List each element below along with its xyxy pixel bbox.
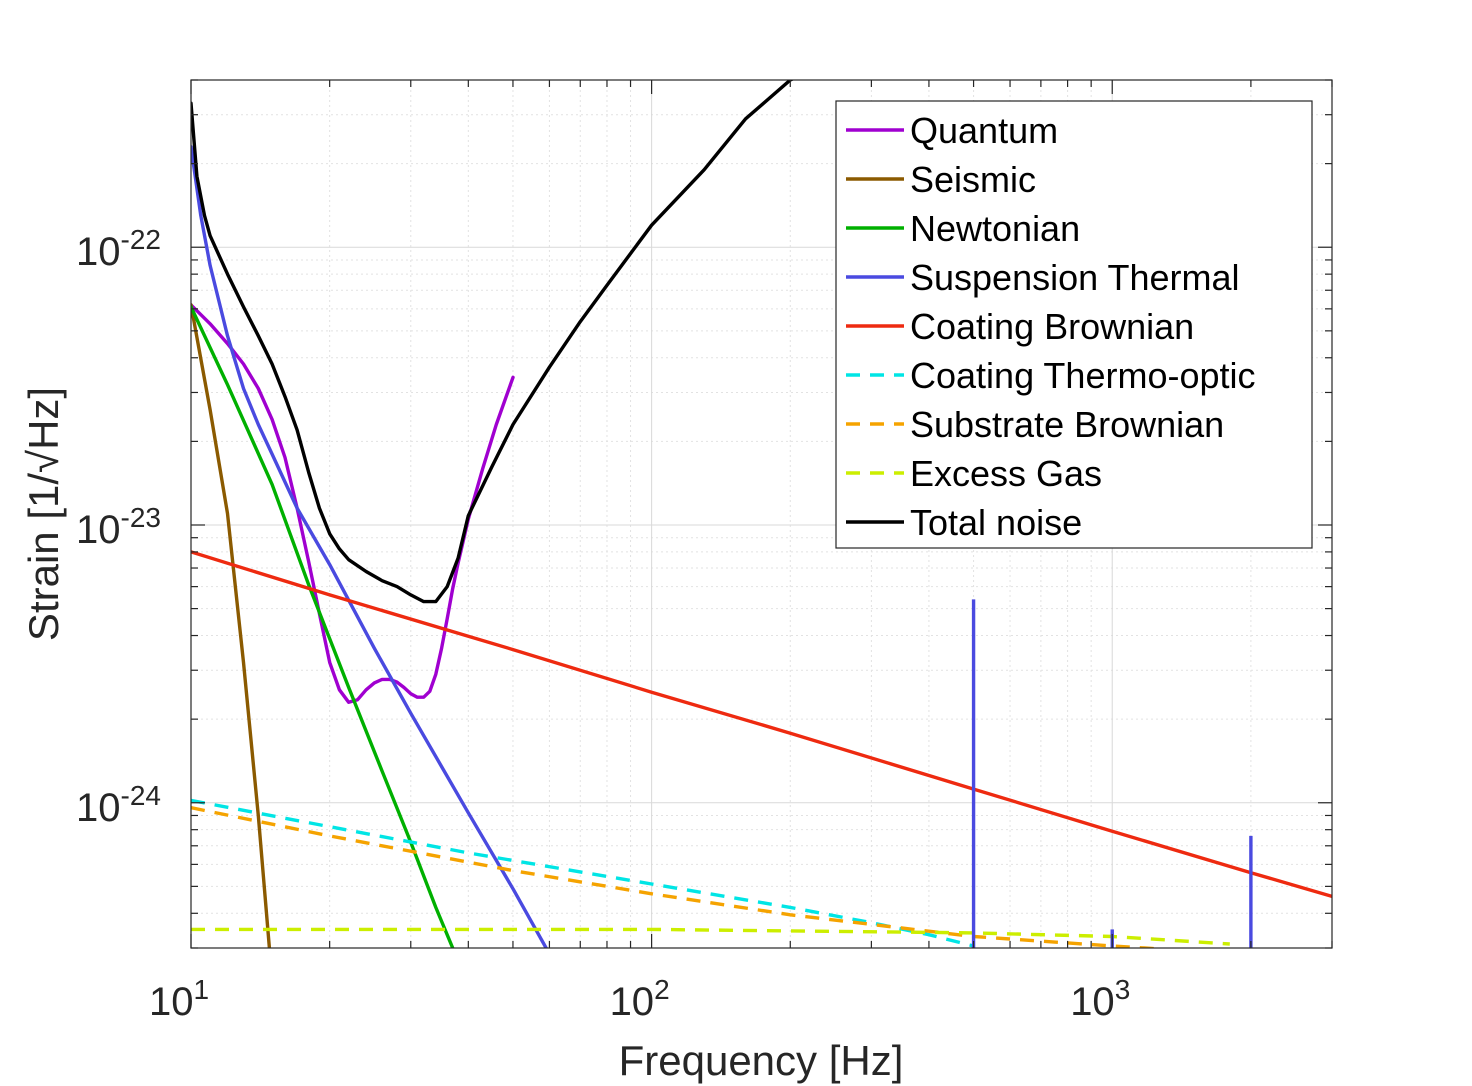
plot-frame <box>190 79 1333 949</box>
y-tick-label: 10-24 <box>76 780 161 830</box>
series-line-quantum <box>191 303 515 704</box>
legend-label-total-noise: Total noise <box>910 502 1082 543</box>
series-line-suspension-thermal <box>191 145 548 948</box>
x-tick-labels: 101 102 103 <box>149 974 1130 1024</box>
x-tick-label: 103 <box>1070 974 1130 1024</box>
series-layer <box>191 80 1332 948</box>
legend-label-quantum: Quantum <box>910 110 1058 151</box>
legend-label-coating-brownian: Coating Brownian <box>910 306 1194 347</box>
series-line-coating-brownian <box>191 550 1332 899</box>
legend-label-coating-thermo-optic: Coating Thermo-optic <box>910 355 1256 396</box>
x-tick-label: 101 <box>149 974 209 1024</box>
legend-label-newtonian: Newtonian <box>910 208 1080 249</box>
legend-box <box>835 100 1313 549</box>
series-line-total-noise <box>191 80 795 604</box>
legend-label-suspension-thermal: Suspension Thermal <box>910 257 1240 298</box>
series-line-excess-gas <box>191 927 1230 946</box>
y-tick-label: 10-23 <box>76 502 161 552</box>
legend-label-seismic: Seismic <box>910 159 1036 200</box>
y-tick-labels: 10-24 10-23 10-22 <box>76 224 161 830</box>
x-axis-label: Frequency [Hz] <box>619 1037 904 1084</box>
legend-label-excess-gas: Excess Gas <box>910 453 1102 494</box>
series-line-seismic <box>191 303 272 948</box>
series-line-substrate-brownian <box>191 806 1165 948</box>
series-line-newtonian <box>191 305 455 948</box>
legend-label-substrate-brownian: Substrate Brownian <box>910 404 1224 445</box>
x-tick-label: 102 <box>610 974 670 1024</box>
tick-marks <box>190 79 1333 949</box>
series-line-coating-thermo-optic <box>191 798 975 948</box>
y-axis-label: Strain [1/√Hz] <box>20 387 67 641</box>
y-tick-label: 10-22 <box>76 224 161 274</box>
legend: Quantum Seismic Newtonian Suspension Therma… <box>835 100 1313 549</box>
